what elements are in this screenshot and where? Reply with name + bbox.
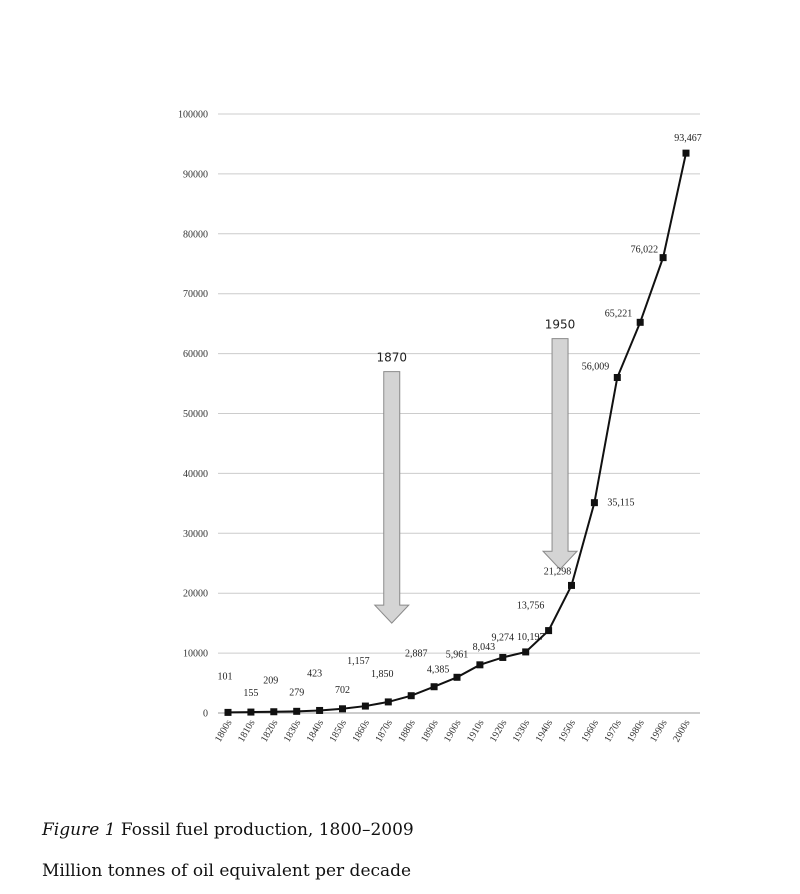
data-label: 2,887 — [405, 649, 428, 660]
data-point — [453, 673, 461, 681]
x-tick-label: 1800s — [213, 718, 235, 744]
data-point — [247, 708, 255, 716]
x-tick-label: 1860s — [351, 718, 373, 744]
data-label: 4,385 — [427, 665, 450, 676]
y-tick-label: 90000 — [183, 169, 208, 180]
data-point — [659, 254, 667, 262]
x-tick-label: 1980s — [625, 718, 647, 744]
y-tick-label: 20000 — [183, 589, 208, 600]
data-point — [224, 708, 232, 716]
data-point — [545, 627, 553, 635]
data-label: 209 — [263, 676, 278, 687]
data-label: 702 — [335, 685, 350, 696]
data-label: 35,115 — [607, 498, 634, 509]
data-label: 279 — [289, 687, 304, 698]
x-tick-label: 1810s — [236, 718, 258, 744]
fossil-fuel-chart: 0 10000 20000 30000 40000 50000 60000 70000 8000… — [178, 110, 702, 745]
x-tick-label: 1900s — [442, 718, 464, 744]
x-tick-label: 1920s — [488, 718, 510, 744]
x-tick-label: 1930s — [511, 718, 533, 744]
x-tick-label: 1820s — [259, 718, 281, 744]
figure-label: Figure 1 — [42, 820, 116, 840]
data-label: 76,022 — [631, 245, 659, 256]
data-label: 8,043 — [473, 642, 496, 653]
data-label: 155 — [243, 688, 258, 699]
data-point — [636, 318, 644, 326]
x-tick-label: 1890s — [419, 718, 441, 744]
x-tick-label: 1990s — [648, 718, 670, 744]
x-tick-label: 1910s — [465, 718, 487, 744]
x-tick-label: 2000s — [671, 718, 693, 744]
x-tick-label: 1940s — [534, 718, 556, 744]
data-point — [476, 661, 484, 669]
data-point — [613, 374, 621, 382]
annotation-label: 1870 — [376, 351, 407, 365]
annotation-arrow — [541, 338, 579, 570]
data-label: 9,274 — [492, 632, 515, 643]
data-label: 93,467 — [674, 133, 702, 144]
data-point — [682, 149, 690, 157]
data-point — [430, 683, 438, 691]
data-label: 10,197 — [517, 632, 545, 643]
data-point — [270, 708, 278, 716]
data-point — [316, 706, 324, 714]
data-label: 423 — [307, 668, 322, 679]
y-tick-label: 30000 — [183, 529, 208, 540]
y-tick-label: 70000 — [183, 289, 208, 300]
data-point — [339, 705, 346, 713]
data-point — [384, 698, 392, 706]
data-label: 65,221 — [605, 308, 633, 319]
annotation-label: 1950 — [545, 318, 576, 332]
x-tick-label: 1960s — [580, 718, 602, 744]
data-label: 5,961 — [446, 649, 469, 660]
series-line — [227, 152, 687, 714]
data-label: 1,850 — [371, 669, 394, 680]
data-point — [590, 499, 598, 507]
x-tick-label: 1870s — [373, 718, 395, 744]
data-point — [499, 653, 507, 661]
data-point — [568, 581, 575, 589]
figure-title: Fossil fuel production, 1800–2009 — [115, 820, 414, 840]
data-label: 13,756 — [517, 601, 545, 612]
data-point — [361, 702, 369, 710]
y-tick-label: 0 — [203, 709, 208, 720]
data-point — [522, 648, 530, 656]
x-tick-label: 1840s — [305, 718, 327, 744]
y-tick-label: 60000 — [183, 349, 208, 360]
data-label: 101 — [218, 671, 233, 682]
x-tick-label: 1950s — [557, 718, 579, 744]
y-tick-label: 40000 — [183, 469, 208, 480]
x-tick-label: 1830s — [282, 718, 304, 744]
x-tick-label: 1850s — [328, 718, 350, 744]
data-point — [293, 707, 301, 715]
x-tick-label: 1970s — [602, 718, 624, 744]
figure-caption: Figure 1 Fossil fuel production, 1800–20… — [42, 820, 414, 840]
y-tick-label: 80000 — [183, 229, 208, 240]
y-tick-label: 50000 — [183, 409, 208, 420]
data-label: 56,009 — [582, 362, 610, 373]
data-label: 1,157 — [347, 656, 370, 667]
y-tick-label: 10000 — [183, 649, 208, 660]
figure-subtitle: Million tonnes of oil equivalent per dec… — [42, 861, 412, 881]
data-point — [407, 692, 415, 700]
y-tick-label: 100000 — [178, 110, 208, 121]
data-label: 21,298 — [544, 566, 572, 577]
x-tick-label: 1880s — [396, 718, 418, 744]
annotation-arrow — [373, 371, 410, 624]
